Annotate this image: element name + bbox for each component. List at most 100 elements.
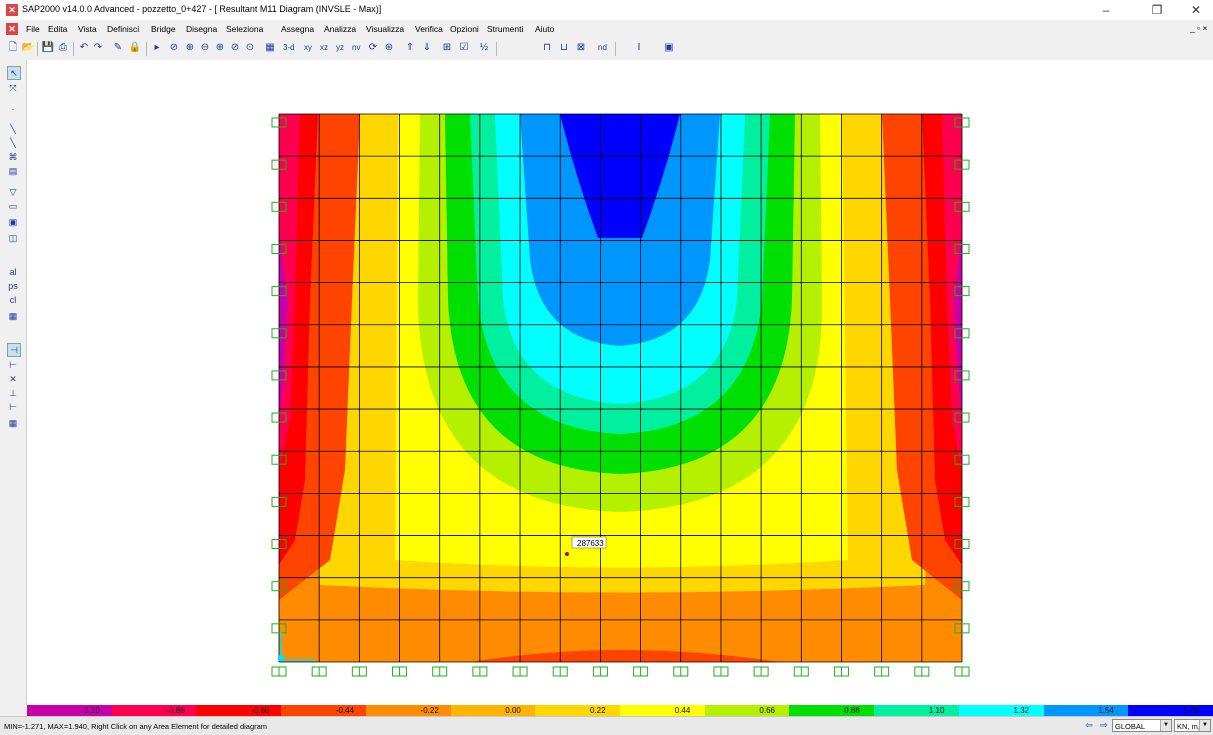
display-options-icon[interactable]: ▣ (664, 42, 674, 53)
menu-analizza[interactable]: Analizza (324, 24, 357, 34)
snap-joint-icon[interactable]: ⊣ (7, 343, 21, 357)
snap-grid-icon[interactable]: ▦ (8, 311, 18, 321)
menu-strumenti[interactable]: Strumenti (487, 24, 524, 34)
pencil-icon[interactable]: ✎ (113, 42, 123, 53)
legend-swatch: 0.22 (535, 705, 621, 716)
show-undeformed-icon[interactable]: ½ (479, 42, 489, 53)
contour-diagram[interactable]: 287633 (27, 60, 1213, 705)
legend-swatch: 0.44 (620, 705, 706, 716)
nd-label[interactable]: nd (598, 43, 607, 52)
menu-assegna[interactable]: Assegna (281, 24, 315, 34)
dot-icon[interactable]: · (11, 104, 15, 114)
sidebar-label-cl: cl (9, 295, 17, 305)
draw-rect-area-icon[interactable]: ▭ (8, 201, 18, 211)
view-3d-button[interactable]: 3-d (283, 43, 295, 52)
draw-poly-area-icon[interactable]: ▽ (9, 187, 17, 197)
redo-icon[interactable]: ↷ (93, 42, 103, 53)
status-bar: MIN=-1.271, MAX=1.940, Right Click on an… (0, 716, 1213, 735)
menu-visualizza[interactable]: Visualizza (366, 24, 405, 34)
undo-icon[interactable]: ↶ (79, 42, 89, 53)
child-window-icon[interactable]: ✕ (6, 23, 18, 35)
view-nv-button[interactable]: nv (352, 43, 361, 52)
menu-aiuto[interactable]: Aiuto (535, 24, 555, 34)
open-file-icon[interactable]: 📂 (21, 42, 35, 53)
zoom-window-icon[interactable]: ⊕ (215, 42, 225, 53)
draw-solid-icon[interactable]: ◫ (8, 233, 18, 243)
lock-icon[interactable]: 🔒 (128, 42, 142, 53)
view-xy-button[interactable]: xy (304, 43, 312, 52)
legend-swatch: 1.76 (1128, 705, 1213, 716)
snap-perp-icon[interactable]: ⊥ (9, 388, 17, 398)
snap-mid-icon[interactable]: ⊢ (9, 360, 17, 370)
move-up-icon[interactable]: ⇑ (405, 42, 415, 53)
draw-frame-icon[interactable]: ╲ (10, 124, 16, 134)
support-marker (954, 412, 970, 423)
menu-verifica[interactable]: Verifica (415, 24, 443, 34)
menu-bridge[interactable]: Bridge (151, 24, 176, 34)
restore-button[interactable]: ❐ (1151, 3, 1163, 17)
close-button[interactable]: ✕ (1190, 3, 1202, 17)
view-xz-button[interactable]: xz (320, 43, 328, 52)
legend-label: -0.88 (166, 706, 185, 715)
support-marker (954, 370, 970, 381)
menu-disegna[interactable]: Disegna (186, 24, 218, 34)
pointer-icon[interactable]: ↖ (7, 66, 21, 80)
zoom-full-icon[interactable]: ⊙ (245, 42, 255, 53)
legend-label: 1.54 (1098, 706, 1114, 715)
support-marker (954, 117, 970, 128)
menu-seleziona[interactable]: Seleziona (226, 24, 264, 34)
arrow-right-icon[interactable]: ⇨ (1100, 720, 1108, 730)
text-cursor-icon[interactable]: I (637, 42, 641, 53)
rubber-zoom-icon[interactable]: ⊘ (169, 42, 179, 53)
draw-line-icon[interactable]: ╲ (10, 138, 16, 148)
arrow-left-icon[interactable]: ⇦ (1085, 720, 1093, 730)
value-tooltip-box (571, 536, 607, 549)
pan-icon[interactable]: ▦ (265, 42, 275, 53)
child-window-controls[interactable]: _ ▫ × (1190, 23, 1208, 33)
menu-opzioni[interactable]: Opzioni (450, 24, 479, 34)
save-icon[interactable]: 💾 (41, 42, 55, 53)
move-down-icon[interactable]: ⇓ (422, 42, 432, 53)
show-stresses-icon[interactable]: ⊠ (576, 42, 586, 53)
coord-system-select[interactable]: GLOBAL ▼ (1112, 719, 1172, 732)
legend-label: -0.22 (420, 706, 439, 715)
legend-label: 0.22 (589, 706, 606, 715)
menu-file[interactable]: File (26, 24, 40, 34)
units-select[interactable]: KN, m, C ▼ (1174, 719, 1211, 732)
zoom-prev-icon[interactable]: ⊘ (230, 42, 240, 53)
object-shrink-icon[interactable]: ⊞ (442, 42, 452, 53)
snap-line-icon[interactable]: ⊢ (9, 402, 17, 412)
reshape-icon[interactable]: ⤧ (9, 83, 17, 93)
snap-fine-icon[interactable]: ▦ (8, 418, 18, 428)
legend-swatch: -1.10 (27, 705, 113, 716)
zoom-in-icon[interactable]: ⊕ (185, 42, 195, 53)
clear-select-icon[interactable]: cl (7, 294, 19, 306)
select-all-icon[interactable]: al (7, 266, 19, 278)
quick-draw-icon[interactable]: ⌘ (8, 152, 18, 162)
snap-intersect-icon[interactable]: ✕ (9, 374, 17, 384)
legend-swatch: -0.88 (111, 705, 198, 716)
menu-edita[interactable]: Edita (48, 24, 68, 34)
quick-area-icon[interactable]: ▣ (8, 217, 18, 227)
show-frame-forces-icon[interactable]: ⊓ (543, 42, 551, 53)
new-file-icon[interactable]: 🗋 (8, 42, 18, 53)
run-icon[interactable]: ▸ (154, 42, 160, 53)
show-shell-forces-icon[interactable]: ⊔ (560, 42, 568, 53)
rotate-3d-icon[interactable]: ⟳ (368, 42, 378, 53)
zoom-out-icon[interactable]: ⊖ (200, 42, 210, 53)
chevron-down-icon: ▼ (1199, 720, 1210, 731)
set-display-icon[interactable]: ☑ (459, 42, 469, 53)
minimize-button[interactable]: – (1102, 3, 1110, 17)
menu-vista[interactable]: Vista (78, 24, 97, 34)
perspective-icon[interactable]: ⊛ (384, 42, 394, 53)
legend-swatch: -0.22 (365, 705, 452, 716)
legend-label: 0.88 (844, 706, 860, 715)
draw-grid-icon[interactable]: ▤ (8, 166, 18, 176)
diagram-canvas[interactable]: 287633 (27, 60, 1213, 705)
view-yz-button[interactable]: yz (336, 43, 344, 52)
print-icon[interactable]: ⎙ (59, 42, 67, 53)
sidebar-label-al: al (9, 267, 17, 277)
contour-band (560, 114, 680, 238)
menu-definisci[interactable]: Definisci (107, 24, 140, 34)
prev-select-icon[interactable]: ps (7, 280, 19, 292)
